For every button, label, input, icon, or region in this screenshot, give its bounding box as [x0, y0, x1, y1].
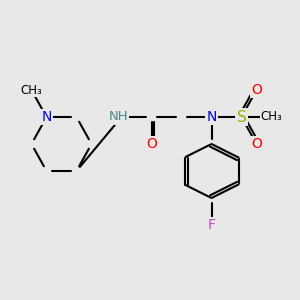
Text: CH₃: CH₃	[21, 83, 42, 97]
Text: F: F	[208, 218, 215, 232]
Text: N: N	[41, 110, 52, 124]
Text: NH: NH	[109, 110, 128, 124]
Text: CH₃: CH₃	[261, 110, 282, 124]
Text: O: O	[251, 83, 262, 97]
Text: O: O	[146, 137, 157, 151]
Text: O: O	[251, 137, 262, 151]
Text: S: S	[237, 110, 246, 124]
Text: N: N	[206, 110, 217, 124]
